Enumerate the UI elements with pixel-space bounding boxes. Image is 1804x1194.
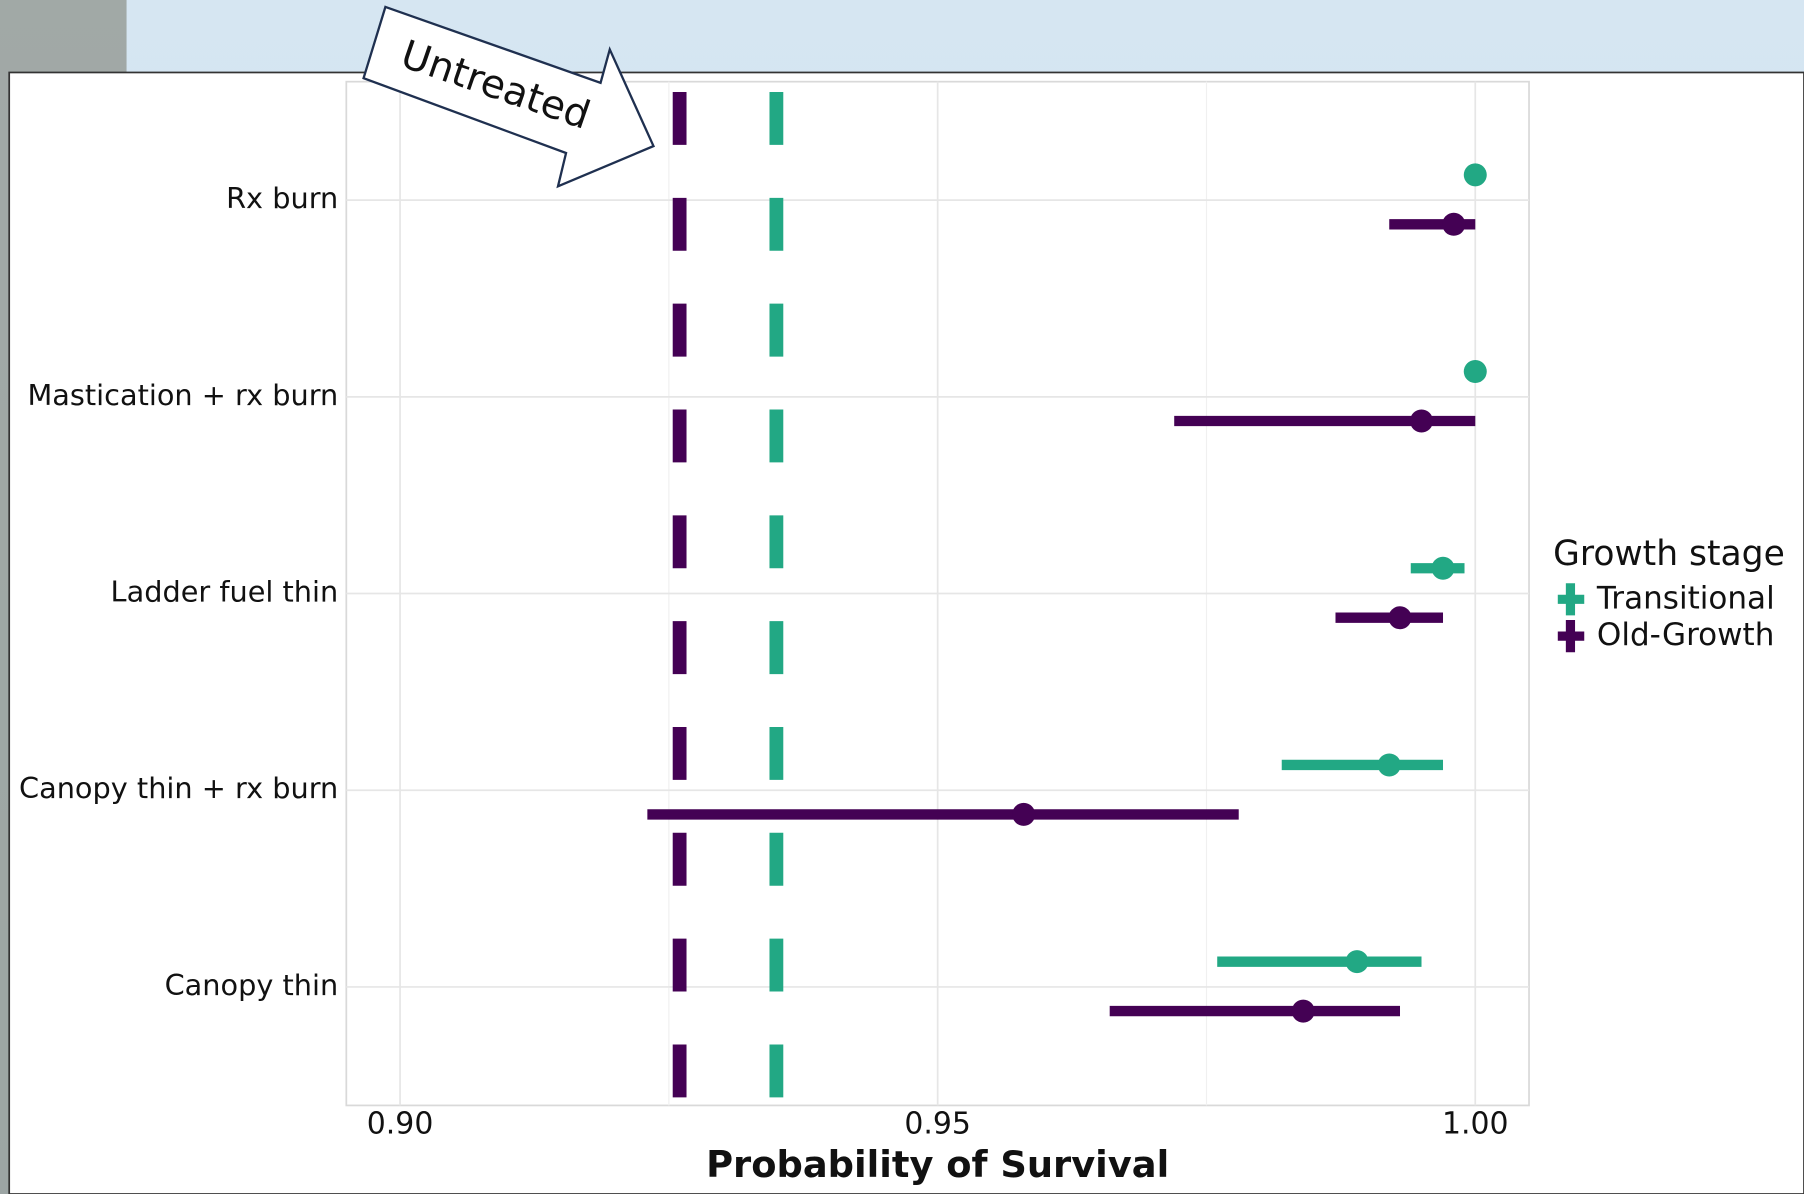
- legend-label: Transitional: [1596, 580, 1775, 616]
- point: [1410, 409, 1434, 433]
- x-tick-label: 1.00: [1442, 1106, 1509, 1141]
- point: [1291, 999, 1315, 1023]
- x-tick-label: 0.95: [904, 1106, 971, 1141]
- y-tick-label: Mastication + rx burn: [27, 378, 338, 412]
- point: [1442, 212, 1466, 236]
- y-tick-label: Canopy thin + rx burn: [19, 771, 338, 805]
- point: [1345, 950, 1369, 974]
- point: [1463, 163, 1487, 187]
- annotation-arrow: [362, 5, 656, 189]
- x-axis-label: Probability of Survival: [706, 1143, 1169, 1186]
- point: [1463, 360, 1487, 384]
- legend-label: Old-Growth: [1597, 617, 1775, 653]
- y-tick-label: Canopy thin: [165, 968, 339, 1002]
- x-tick-label: 0.90: [367, 1106, 434, 1141]
- marks: [647, 92, 1487, 1106]
- y-tick-label: Ladder fuel thin: [111, 575, 339, 609]
- point: [1377, 753, 1401, 777]
- point: [1431, 556, 1455, 580]
- y-tick-label: Rx burn: [226, 181, 338, 215]
- point: [1388, 606, 1412, 630]
- legend-title: Growth stage: [1553, 534, 1785, 574]
- point: [1012, 802, 1036, 826]
- grid: [346, 81, 1530, 1106]
